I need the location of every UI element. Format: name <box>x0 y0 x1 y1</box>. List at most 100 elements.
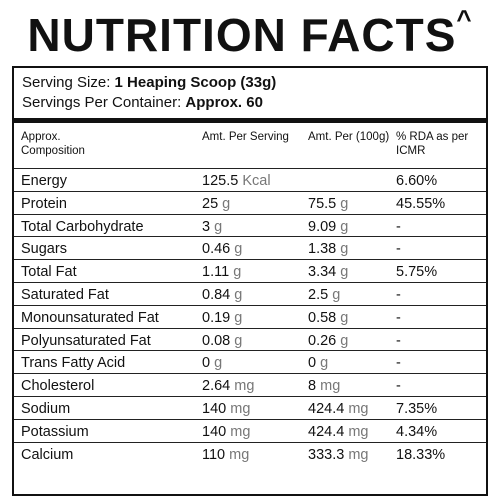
amount: 125.5 Kcal <box>202 173 271 189</box>
amount-value: 2.5 <box>308 287 329 303</box>
amount: 1.38 g <box>308 241 348 257</box>
label: Servings Per Container: <box>22 94 182 111</box>
rda: 7.35% <box>396 401 438 417</box>
amount-value: 424.4 <box>308 401 345 417</box>
value: Approx. 60 <box>185 94 263 111</box>
amount: 0.08 g <box>202 333 242 349</box>
nutrient-name: Cholesterol <box>21 378 95 395</box>
amount-value: 0.58 <box>308 309 337 326</box>
nutrient-name: Energy <box>21 173 67 189</box>
column-header: Approx. Composition <box>21 131 85 157</box>
rda: 5.75% <box>396 264 438 281</box>
rda: 45.55% <box>396 195 446 212</box>
nutrient-name: Monounsaturated Fat <box>21 309 159 326</box>
amount: 3.34 g <box>308 264 348 280</box>
amount-unit: g <box>233 264 242 281</box>
nutrient-name: Saturated Fat <box>21 287 109 303</box>
amount: 0.19 g <box>202 310 242 326</box>
title-mark: ^ <box>456 4 473 34</box>
nutrient-row: Energy 125.5 Kcal 6.60% <box>14 168 486 192</box>
column-header: % RDA as per ICMR <box>396 131 469 157</box>
rda: - <box>396 309 401 326</box>
rda: - <box>396 287 401 303</box>
amount: 0 g <box>202 355 222 371</box>
amount: 0 g <box>308 355 328 371</box>
amount-unit: mg <box>348 401 369 417</box>
amount: 9.09 g <box>308 219 348 235</box>
label: Serving Size: <box>22 74 111 91</box>
amount-unit: g <box>214 218 223 235</box>
nutrient-name: Sodium <box>21 401 71 417</box>
amount-unit: g <box>320 355 329 372</box>
amount-unit: g <box>234 287 243 303</box>
amount: 0.26 g <box>308 333 348 349</box>
amount-unit: g <box>340 332 349 349</box>
amount-unit: g <box>214 355 223 372</box>
nutrient-row: Cholesterol 2.64 mg 8 mg - <box>14 373 486 397</box>
amount-value: 125.5 <box>202 173 239 189</box>
rda: 4.34% <box>396 423 438 440</box>
amount: 0.58 g <box>308 310 348 326</box>
nutrient-row: Saturated Fat 0.84 g 2.5 g- <box>14 282 486 306</box>
column-header: Amt. Per Serving <box>202 131 289 143</box>
nutrient-row: Monounsaturated Fat 0.19 g 0.58 g - <box>14 304 486 329</box>
amount-value: 75.5 <box>308 195 337 212</box>
amount: 2.64 mg <box>202 378 254 394</box>
nutrient-name: Potassium <box>21 423 89 440</box>
nutrient-name: Total Carbohydrate <box>21 218 144 235</box>
amount-value: 0 <box>202 355 211 372</box>
amount: 140 mg <box>202 424 250 440</box>
rda: 6.60% <box>396 173 438 189</box>
amount-unit: g <box>234 309 243 326</box>
value: 1 Heaping Scoop (33g) <box>114 74 277 91</box>
nutrient-row: Calcium 110 mg 333.3 mg 18.33% <box>14 441 486 466</box>
amount: 75.5 g <box>308 196 348 212</box>
amount-unit: Kcal <box>242 173 271 189</box>
rda: - <box>396 332 401 349</box>
amount-value: 0.08 <box>202 332 231 349</box>
amount-unit: mg <box>230 401 251 417</box>
amount-value: 0 <box>308 355 317 372</box>
amount-unit: mg <box>234 378 255 395</box>
amount-unit: g <box>340 264 349 281</box>
amount: 8 mg <box>308 378 340 394</box>
amount-value: 3 <box>202 218 211 235</box>
rda: 18.33% <box>396 446 446 463</box>
nutrient-name: Calcium <box>21 446 74 463</box>
amount-value: 110 <box>202 446 226 463</box>
nutrient-row: Potassium 140 mg 424.4 mg 4.34% <box>14 418 486 443</box>
nutrient-row: Total Carbohydrate 3 g 9.09 g- <box>14 213 486 238</box>
amount: 3 g <box>202 219 222 235</box>
nutrient-name: Total Fat <box>21 264 77 281</box>
column-header: Amt. Per (100g) <box>308 131 390 143</box>
amount: 424.4 mg <box>308 401 368 417</box>
amount-value: 1.38 <box>308 241 337 258</box>
amount-unit: g <box>234 332 243 349</box>
amount-unit: g <box>340 241 349 258</box>
nutrient-name: Sugars <box>21 241 67 258</box>
amount-unit: mg <box>229 446 250 463</box>
amount-value: 0.26 <box>308 332 337 349</box>
amount-value: 0.19 <box>202 309 231 326</box>
nutrient-row: Total Fat 1.11 g 3.34 g 5.75% <box>14 259 486 283</box>
amount-unit: mg <box>230 423 251 440</box>
amount: 333.3 mg <box>308 447 368 463</box>
nutrient-name: Protein <box>21 195 67 212</box>
title-text: NUTRITION FACTS <box>27 9 457 61</box>
amount-unit: g <box>222 195 231 212</box>
amount-unit: g <box>340 195 349 212</box>
servings-per-container: Servings Per Container: Approx. 60 <box>22 94 263 111</box>
label-box: Serving Size: 1 Heaping Scoop (33g) Serv… <box>12 66 488 496</box>
amount-value: 0.46 <box>202 241 231 258</box>
amount: 140 mg <box>202 401 250 417</box>
amount-value: 0.84 <box>202 287 231 303</box>
amount-unit: g <box>340 218 349 235</box>
amount: 110 mg <box>202 447 249 463</box>
amount: 25 g <box>202 196 230 212</box>
rda: - <box>396 355 401 372</box>
amount-unit: mg <box>348 446 369 463</box>
title: NUTRITION FACTS^ <box>0 4 500 62</box>
amount-value: 1.11 <box>202 264 230 281</box>
